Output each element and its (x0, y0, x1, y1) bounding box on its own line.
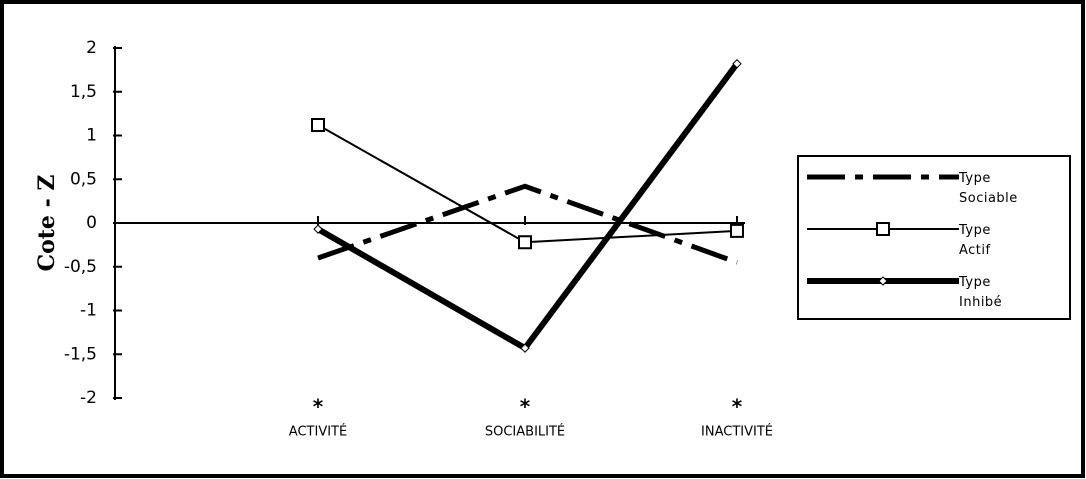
y-tick-label: 0 (86, 213, 97, 233)
series-line (317, 183, 738, 265)
marker (311, 118, 325, 132)
legend-item: Type Inhibé (799, 269, 1069, 319)
annotation: * (732, 395, 743, 419)
y-tick-label: 2 (86, 38, 97, 58)
legend-marker (876, 222, 890, 236)
y-tick-label: -1 (80, 301, 97, 321)
y-tick-label: 1,5 (70, 82, 97, 102)
legend-swatch (807, 276, 959, 286)
legend-swatch (807, 174, 959, 180)
legend-swatch (807, 222, 959, 236)
marker (732, 59, 742, 69)
x-tick-label: INACTIVITÉ (701, 424, 773, 440)
legend: Type Sociable Type Actif Type Inhibé (797, 155, 1071, 320)
y-tick-label: -1,5 (64, 344, 97, 364)
x-tick-label: SOCIABILITÉ (485, 424, 565, 440)
legend-marker (878, 276, 888, 286)
annotation: * (520, 395, 531, 419)
legend-item: Type Actif (799, 217, 1069, 267)
x-tick-label: ACTIVITÉ (289, 424, 347, 440)
y-tick-label: 0,5 (70, 169, 97, 189)
y-tick-label: 1 (86, 126, 97, 146)
annotation: * (313, 395, 324, 419)
marker (520, 343, 530, 353)
series-line (317, 124, 738, 244)
marker (313, 224, 323, 234)
legend-label: Type Actif (959, 223, 991, 258)
series-line (316, 61, 740, 353)
y-tick-label: -0,5 (64, 257, 97, 277)
y-axis-label: Cote - Z (34, 175, 60, 272)
legend-item: Type Sociable (799, 165, 1069, 215)
marker (730, 223, 744, 238)
legend-label: Type Inhibé (959, 275, 1003, 310)
y-tick-label: -2 (80, 388, 97, 408)
marker (518, 235, 532, 250)
legend-label: Type Sociable (959, 171, 1018, 206)
